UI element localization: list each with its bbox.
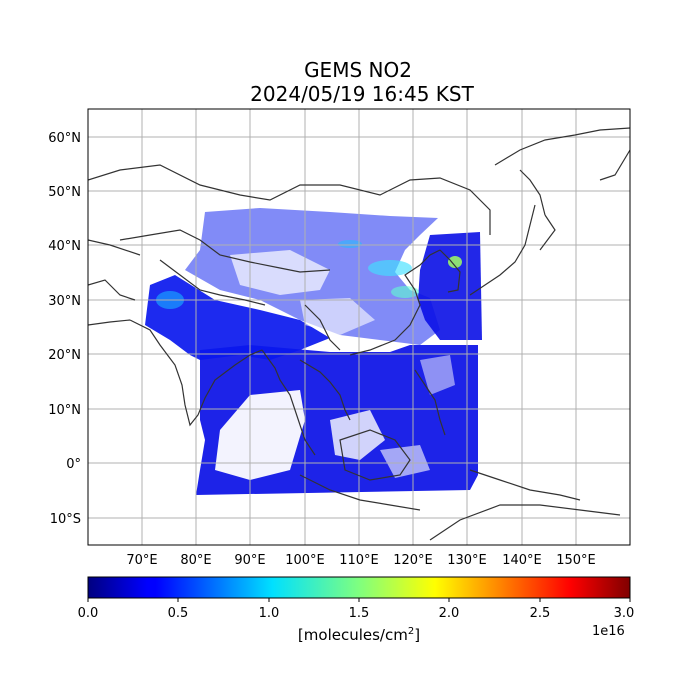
lon-tick-label: 90°E — [234, 553, 265, 568]
colorbar-ticks — [87, 598, 631, 602]
unit-close: ] — [414, 626, 421, 644]
colorbar-tick-labels: 0.0 0.5 1.0 1.5 2.0 2.5 3.0 — [78, 606, 635, 621]
lon-tick-label: 70°E — [126, 553, 157, 568]
unit-superscript: 2 — [407, 626, 415, 637]
lat-tick-label: 20°N — [48, 348, 81, 363]
colorbar-tick-label: 0.0 — [78, 606, 99, 621]
colorbar-tick-label: 0.5 — [168, 606, 189, 621]
lon-tick-label: 120°E — [393, 553, 433, 568]
colorbar-unit-label: [molecules/cm2] — [0, 626, 700, 644]
lon-tick-label: 80°E — [180, 553, 211, 568]
map-frame — [87, 108, 631, 546]
lat-tick-label: 60°N — [48, 131, 81, 146]
lat-tick-label: 30°N — [48, 294, 81, 309]
lon-axis: 70°E 80°E 90°E 100°E 110°E 120°E 130°E 1… — [126, 553, 595, 568]
colorbar-exponent: 1e16 — [592, 624, 625, 639]
lat-tick-label: 50°N — [48, 185, 81, 200]
coastlines — [88, 127, 630, 541]
lon-tick-label: 100°E — [285, 553, 325, 568]
colorbar-tick-label: 3.0 — [614, 606, 635, 621]
map-gridlines — [88, 109, 630, 545]
lat-tick-label: 10°S — [50, 512, 81, 527]
colorbar — [87, 576, 631, 599]
colorbar-tick-label: 1.0 — [259, 606, 280, 621]
colorbar-tick-label: 2.5 — [530, 606, 551, 621]
unit-text: [molecules/cm — [297, 626, 408, 644]
lat-tick-label: 40°N — [48, 239, 81, 254]
map-timestamp: 2024/05/19 16:45 KST — [250, 82, 474, 106]
colorbar-tick-label: 1.5 — [349, 606, 370, 621]
lat-axis: 60°N 50°N 40°N 30°N 20°N 10°N 0° 10°S — [48, 131, 81, 527]
lon-tick-label: 150°E — [556, 553, 596, 568]
lat-tick-label: 10°N — [48, 403, 81, 418]
no2-field — [145, 208, 482, 495]
lon-tick-label: 140°E — [502, 553, 542, 568]
map-title: GEMS NO2 — [304, 58, 412, 82]
lat-tick-label: 0° — [66, 457, 81, 472]
lon-tick-label: 110°E — [339, 553, 379, 568]
lon-tick-label: 130°E — [447, 553, 487, 568]
colorbar-tick-label: 2.0 — [439, 606, 460, 621]
